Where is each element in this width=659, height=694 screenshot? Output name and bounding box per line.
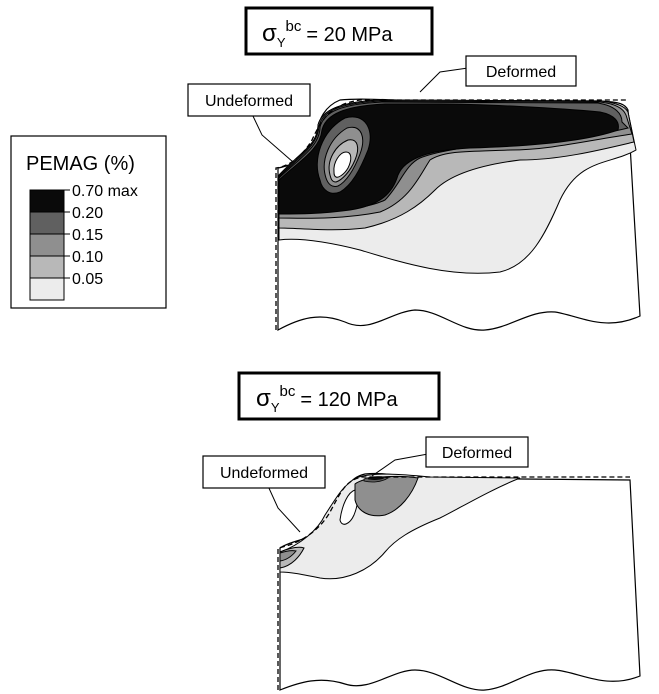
- notch-top-hole: [333, 151, 352, 178]
- panel-bottom: σYbc = 120 MPa Undeformed Deformed: [202, 371, 641, 691]
- panel-bottom-title: σYbc = 120 MPa: [256, 383, 398, 415]
- panel-top-title: σYbc = 20 MPa: [262, 18, 393, 50]
- legend-swatches: 0.70 max 0.20 0.15 0.10 0.05: [29, 183, 138, 301]
- legend-title: PEMAG (%): [26, 153, 135, 175]
- legend: PEMAG (%) 0.70 max 0.20 0.15 0.10 0.05: [10, 135, 167, 309]
- label-box-top-deformed: [465, 55, 577, 87]
- legend-label-1: 0.20: [72, 205, 103, 222]
- legend-swatch-4: [29, 277, 65, 301]
- label-box-top-undeformed: [187, 83, 311, 117]
- label-bottom-deformed: Deformed: [442, 445, 512, 462]
- leader-top-deformed: [419, 67, 469, 93]
- contour-bottom-005: [279, 473, 521, 580]
- panel-top-title-box: [244, 6, 434, 56]
- label-top-deformed: Deformed: [486, 64, 556, 81]
- label-top-undeformed: Undeformed: [205, 93, 293, 110]
- leader-bottom-undeformed: [267, 485, 301, 533]
- legend-label-0: 0.70 max: [72, 183, 138, 200]
- contour-bottom-015-left: [279, 550, 297, 562]
- label-box-bottom-deformed: [425, 436, 529, 468]
- label-box-bottom-undeformed: [202, 455, 326, 489]
- panel-top: σYbc = 20 MPa Undeformed Deformed: [187, 6, 641, 332]
- legend-label-2: 0.15: [72, 227, 103, 244]
- undeformed-top-dashed: [275, 99, 626, 330]
- panel-bottom-title-box: [237, 371, 441, 421]
- undeformed-bottom-dashed: [277, 476, 630, 690]
- legend-label-4: 0.05: [72, 271, 103, 288]
- label-bottom-undeformed: Undeformed: [220, 465, 308, 482]
- legend-swatch-2: [29, 233, 65, 257]
- legend-swatch-0: [29, 189, 65, 213]
- legend-label-3: 0.10: [72, 249, 103, 266]
- legend-swatch-1: [29, 211, 65, 235]
- legend-swatch-3: [29, 255, 65, 279]
- leader-bottom-deformed: [371, 453, 429, 477]
- leader-top-undeformed: [251, 113, 294, 163]
